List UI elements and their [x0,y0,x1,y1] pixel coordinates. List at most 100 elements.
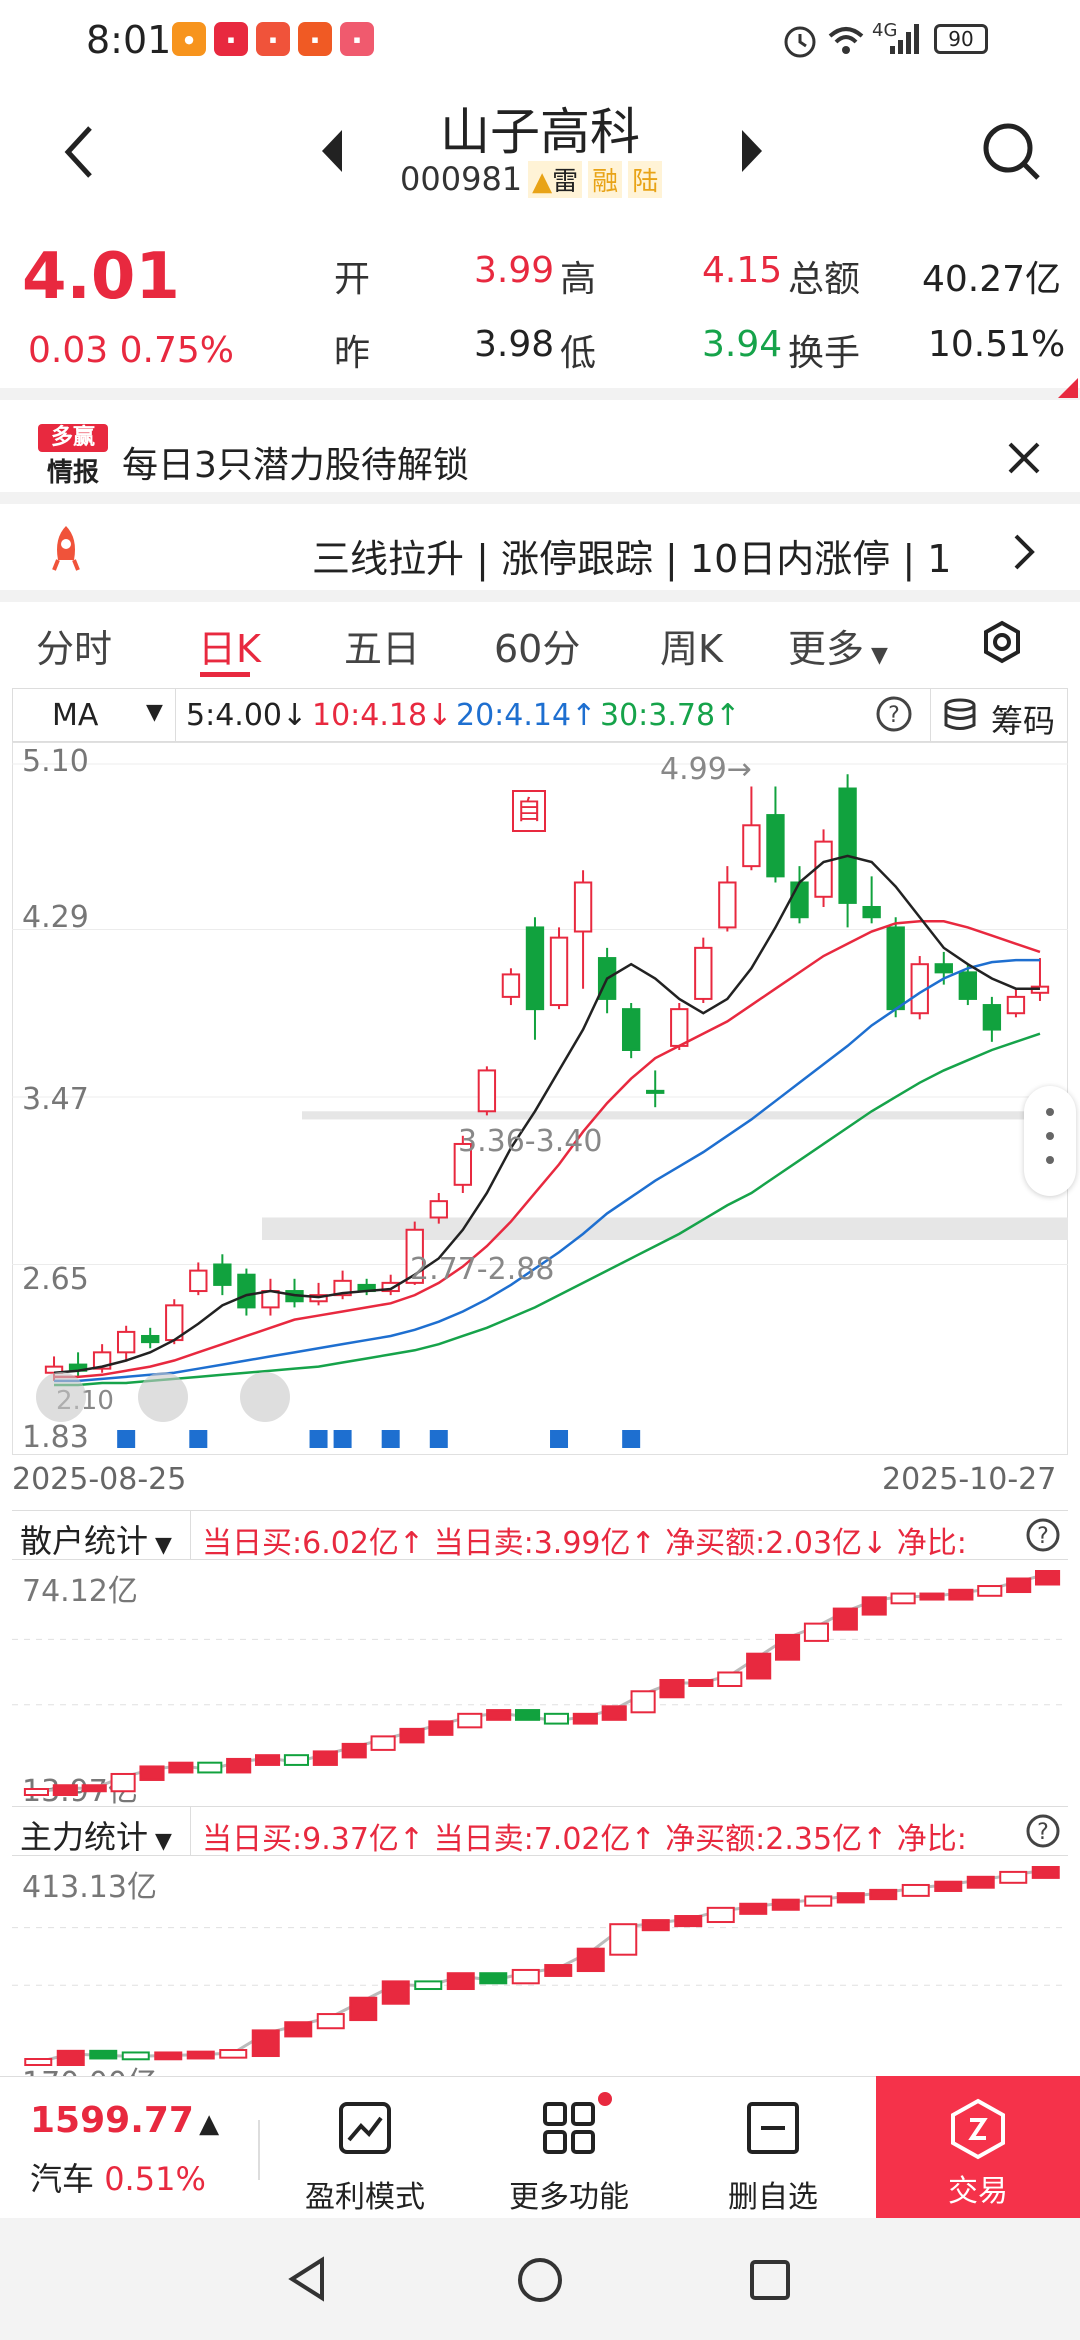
open-label: 开 [334,259,371,300]
app-icon-1: ● [172,22,206,56]
flow-bar [24,2058,53,2066]
candle [718,881,737,929]
ma10-line [54,920,1041,1379]
flow-bar [219,2049,248,2059]
collapse-icon[interactable] [36,1372,86,1422]
search-icon[interactable] [980,120,1044,184]
candle [525,926,545,1011]
flow-bar [515,1709,541,1721]
flow-bar [251,2029,280,2058]
flow-bar [486,1709,512,1721]
tab-more[interactable]: 更多 ▼ [788,627,888,671]
notice-marker [309,1430,328,1448]
ma-select[interactable]: MA ▼ [12,688,176,742]
flow-bar [121,2051,150,2061]
flow-bar [110,1772,136,1793]
divider [190,1806,191,1856]
remove-favorite-button[interactable]: 删自选 [708,2100,838,2216]
zone-label-1: 3.36-3.40 [458,1124,603,1159]
retail-select[interactable]: 散户统计 ▼ [20,1522,172,1560]
candle [886,926,905,1011]
flow-bar [572,1712,598,1725]
flow-bar [1031,1866,1060,1879]
next-stock-icon[interactable] [736,126,766,176]
expand-icon[interactable] [138,1372,188,1422]
more-options-icon[interactable] [1024,1086,1076,1196]
flow-bar [869,1888,898,1901]
chevron-right-icon[interactable] [1012,532,1038,572]
minus-box-icon [747,2102,799,2154]
promo-text[interactable]: 每日3只潜力股待解锁 [122,445,469,486]
self-select-marker[interactable]: 自 [512,790,546,832]
notice-marker [381,1430,400,1448]
amount-label: 总额 [788,259,861,300]
settings-icon[interactable] [980,620,1024,664]
flow-bar [89,2049,118,2060]
flow-bar [52,1784,78,1796]
tag-margin[interactable]: 融 [588,160,623,198]
nav-back-icon[interactable] [284,2256,330,2302]
tab-daily-k[interactable]: 日K [198,627,261,671]
flow-bar [601,1705,627,1721]
draw-tool-icon[interactable] [240,1372,290,1422]
candle [790,881,809,919]
help-icon[interactable]: ? [874,694,914,734]
tab-five-day[interactable]: 五日 [344,627,421,671]
help-icon[interactable]: ? [1024,1516,1062,1554]
index-change: 0.51% [104,2160,206,2198]
profit-mode-button[interactable]: 盈利模式 [300,2100,430,2216]
tab-60min[interactable]: 60分 [494,627,581,671]
candle [477,1069,497,1113]
stock-header [0,80,1080,220]
flow-bar [836,1892,865,1904]
flow-bar [659,1679,685,1699]
high-value: 4.15 [702,250,783,291]
index-ticker[interactable]: 1599.77 ▲ [30,2100,219,2141]
chips-button[interactable]: 筹码 [930,688,1068,742]
feature-banner[interactable] [0,512,1080,602]
flow-bar [576,1947,605,1973]
flow-bar [674,1915,703,1928]
tab-weekly-k[interactable]: 周K [660,627,723,671]
close-icon[interactable] [1006,440,1042,476]
feature-text[interactable]: 三线拉升 | 涨停跟踪 | 10日内涨停 | 1 [312,537,952,581]
nav-recents-icon[interactable] [748,2258,792,2302]
trade-button[interactable]: 交易 [876,2076,1080,2218]
tab-intraday[interactable]: 分时 [36,627,113,671]
flow-bar [901,1883,930,1897]
more-functions-button[interactable]: 更多功能 [504,2100,634,2216]
help-icon[interactable]: ? [1024,1812,1062,1850]
candle [838,787,857,904]
nav-home-icon[interactable] [516,2256,564,2304]
flow-bar [641,1919,670,1932]
expand-corner-icon[interactable] [1058,378,1078,398]
dropdown-icon: ▼ [146,700,163,725]
turnover-label: 换手 [788,333,861,374]
flow-bar [609,1923,638,1956]
candle [213,1263,232,1286]
price-change: 0.03 0.75% [28,330,234,371]
tag-warning[interactable]: ▲雷 [528,160,583,198]
flow-bar [283,1754,309,1766]
flow-bar [316,2013,345,2030]
flow-bar [197,1761,223,1774]
divider [258,2120,260,2180]
price-zone [262,1217,1068,1240]
flow-bar [630,1690,656,1714]
flow-bar [255,1754,281,1766]
index-name-row[interactable]: 汽车 0.51% [30,2154,206,2200]
date-end: 2025-10-27 [882,1462,1057,1497]
candle [381,1281,400,1293]
prev-stock-icon[interactable] [318,126,348,176]
promo-banner[interactable] [0,412,1080,504]
date-start: 2025-08-25 [12,1462,187,1497]
main-select[interactable]: 主力统计 ▼ [20,1818,172,1856]
flow-bar [226,1757,252,1774]
tag-connect[interactable]: 陆 [628,160,663,198]
back-icon[interactable] [60,122,100,182]
flow-bar [349,1996,378,2022]
flow-bar [1035,1570,1061,1586]
flow-bar [861,1596,887,1616]
flow-bar [312,1750,338,1766]
candle [621,1008,641,1051]
